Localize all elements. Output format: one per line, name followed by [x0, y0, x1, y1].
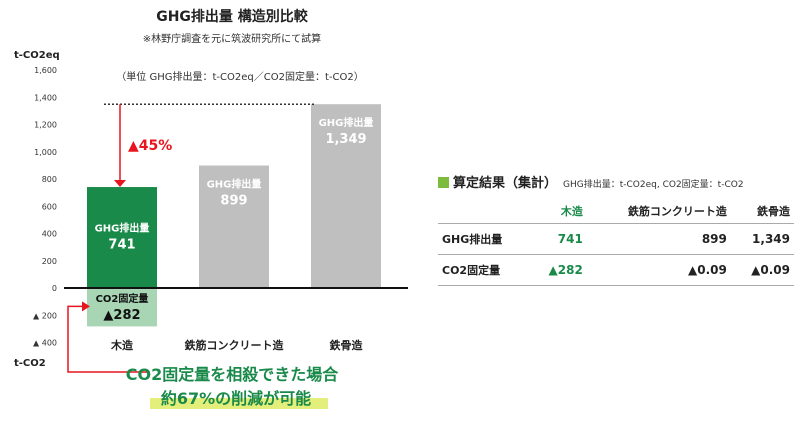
- square-marker-icon: [438, 177, 449, 188]
- chart-units-note: （単位 GHG排出量：t-CO2eq／CO2固定量：t-CO2）: [116, 70, 363, 83]
- chart-title: GHG排出量 構造別比較: [156, 8, 309, 25]
- ghg-bar-chart: GHG排出量 構造別比較 ※林野庁調査を元に筑波研究所にて試算 （単位 GHG排…: [14, 8, 408, 409]
- y-tick-label: 800: [42, 175, 57, 184]
- y-tick-label: ▲ 400: [33, 339, 57, 348]
- chart-subtitle: ※林野庁調査を元に筑波研究所にて試算: [143, 32, 321, 45]
- header-rc: 鉄筋コンクリート造: [627, 205, 727, 218]
- summary-table: 木造 鉄筋コンクリート造 鉄骨造 GHG排出量 741 899 1,349 CO…: [438, 201, 794, 286]
- message-bracket-arrow: [82, 301, 90, 312]
- summary-title: 算定結果（集計）: [453, 176, 558, 191]
- co2-bar-series-label: CO2固定量: [96, 292, 149, 305]
- reduction-percent: ▲45%: [128, 138, 172, 154]
- co2-bar-value-label: ▲282: [103, 308, 140, 323]
- header-wood: 木造: [560, 205, 583, 218]
- y-tick-label: 400: [42, 230, 57, 239]
- cell-co2-rc: ▲0.09: [586, 254, 731, 286]
- ghg-bar-value-label: 1,349: [325, 132, 366, 147]
- ghg-bar-1: [199, 165, 269, 288]
- ghg-bar-series-label: GHG排出量: [207, 178, 262, 191]
- cell-ghg-wood: 741: [529, 223, 587, 255]
- y-tick-label: 1,400: [34, 93, 57, 102]
- table-row: CO2固定量 ▲282 ▲0.09 ▲0.09: [438, 254, 794, 286]
- row-label-co2: CO2固定量: [438, 254, 530, 286]
- ghg-bar-2: [311, 104, 381, 288]
- category-label: 鉄筋コンクリート造: [185, 338, 285, 352]
- y-unit-top: t-CO2eq: [14, 50, 60, 61]
- y-tick-label: 200: [42, 257, 57, 266]
- summary-note: GHG排出量：t-CO2eq, CO2固定量：t-CO2: [563, 180, 744, 190]
- reduction-arrow-head: [114, 180, 126, 188]
- message-bracket-line: [67, 305, 148, 373]
- ghg-bar-value-label: 899: [220, 194, 247, 209]
- category-label: 鉄骨造: [330, 338, 364, 352]
- header-steel: 鉄骨造: [757, 205, 790, 218]
- y-tick-label: 0: [52, 284, 57, 293]
- y-tick-label: 1,000: [34, 148, 57, 157]
- cell-ghg-steel: 1,349: [730, 223, 794, 255]
- cell-co2-wood: ▲282: [529, 254, 587, 286]
- co2-bar-0: [87, 288, 157, 327]
- summary-panel: 算定結果（集計） GHG排出量：t-CO2eq, CO2固定量：t-CO2 木造…: [438, 172, 794, 286]
- row-label-ghg: GHG排出量: [438, 223, 530, 255]
- cell-ghg-rc: 899: [586, 223, 731, 255]
- message-line-2: 約67%の削減が可能: [161, 389, 311, 408]
- y-tick-label: 1,600: [34, 66, 57, 75]
- message-highlight: [150, 398, 328, 409]
- table-row: GHG排出量 741 899 1,349: [438, 223, 794, 255]
- ghg-bar-series-label: GHG排出量: [319, 116, 374, 129]
- message-line-1: CO2固定量を相殺できた場合: [126, 365, 339, 384]
- y-tick-label: 600: [42, 202, 57, 211]
- y-tick-label: 1,200: [34, 121, 57, 130]
- category-label: 木造: [110, 338, 134, 352]
- ghg-bar-0: [87, 187, 157, 288]
- ghg-bar-series-label: GHG排出量: [95, 222, 150, 235]
- header-empty: [438, 201, 530, 224]
- ghg-bar-value-label: 741: [108, 238, 135, 253]
- y-tick-label: ▲ 200: [33, 311, 57, 320]
- cell-co2-steel: ▲0.09: [730, 254, 794, 286]
- y-unit-bottom: t-CO2: [14, 358, 46, 369]
